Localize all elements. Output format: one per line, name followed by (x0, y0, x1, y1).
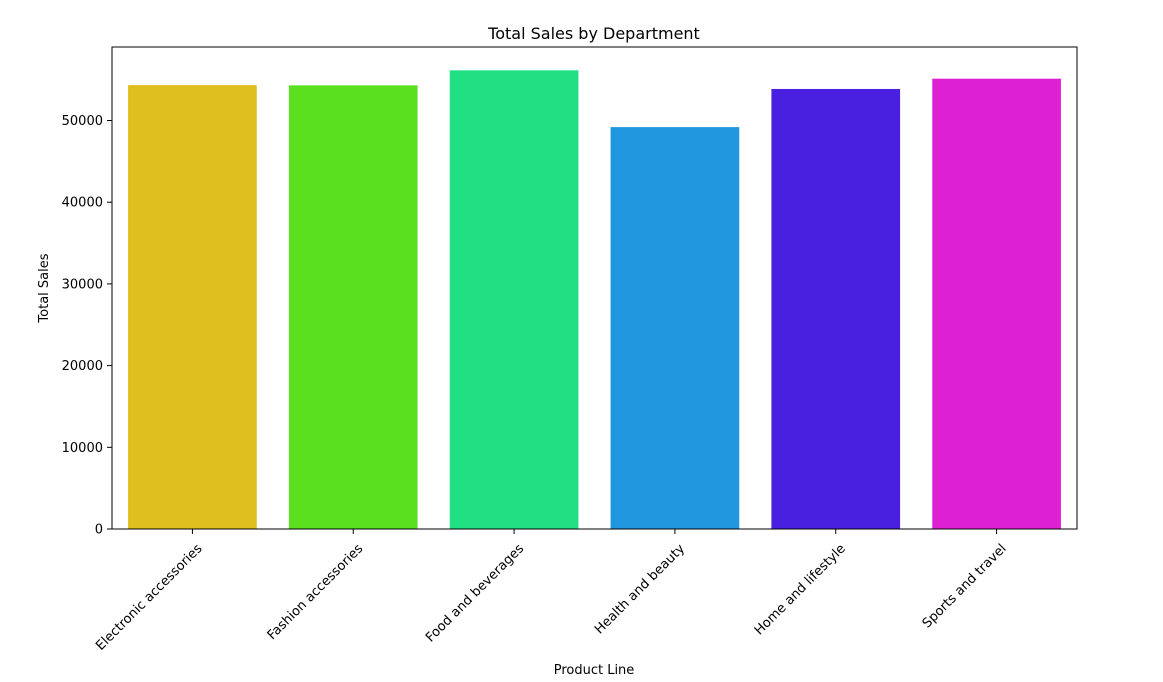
y-axis-ticks: 0 10000 20000 30000 40000 50000 (62, 114, 112, 538)
bar-3 (610, 127, 740, 530)
x-tick-label: Sports and travel (920, 541, 1010, 631)
x-tick-label: Electronic accessories (93, 541, 205, 653)
y-tick-label: 30000 (62, 277, 103, 292)
y-tick-label: 0 (95, 523, 103, 538)
y-tick-label: 20000 (62, 359, 103, 374)
x-tick-label: Fashion accessories (265, 541, 367, 643)
bars-group (128, 70, 1061, 530)
y-tick-label: 10000 (62, 441, 103, 456)
bar-2 (449, 70, 579, 529)
y-tick-label: 50000 (62, 114, 103, 129)
bar-5 (932, 78, 1061, 530)
y-tick-label: 40000 (62, 196, 103, 211)
x-tick-label: Health and beauty (592, 541, 688, 637)
bar-1 (288, 85, 418, 529)
x-axis-label: Product Line (554, 663, 635, 678)
x-axis-ticks: Electronic accessories Fashion accessorie… (93, 529, 1010, 654)
bar-4 (771, 88, 901, 529)
x-tick-label: Home and lifestyle (752, 541, 849, 638)
chart-title: Total Sales by Department (487, 24, 700, 43)
x-tick-label: Food and beverages (423, 541, 527, 645)
y-axis-label: Total Sales (37, 253, 52, 323)
plot-frame (111, 46, 1078, 530)
bar-0 (128, 85, 257, 529)
